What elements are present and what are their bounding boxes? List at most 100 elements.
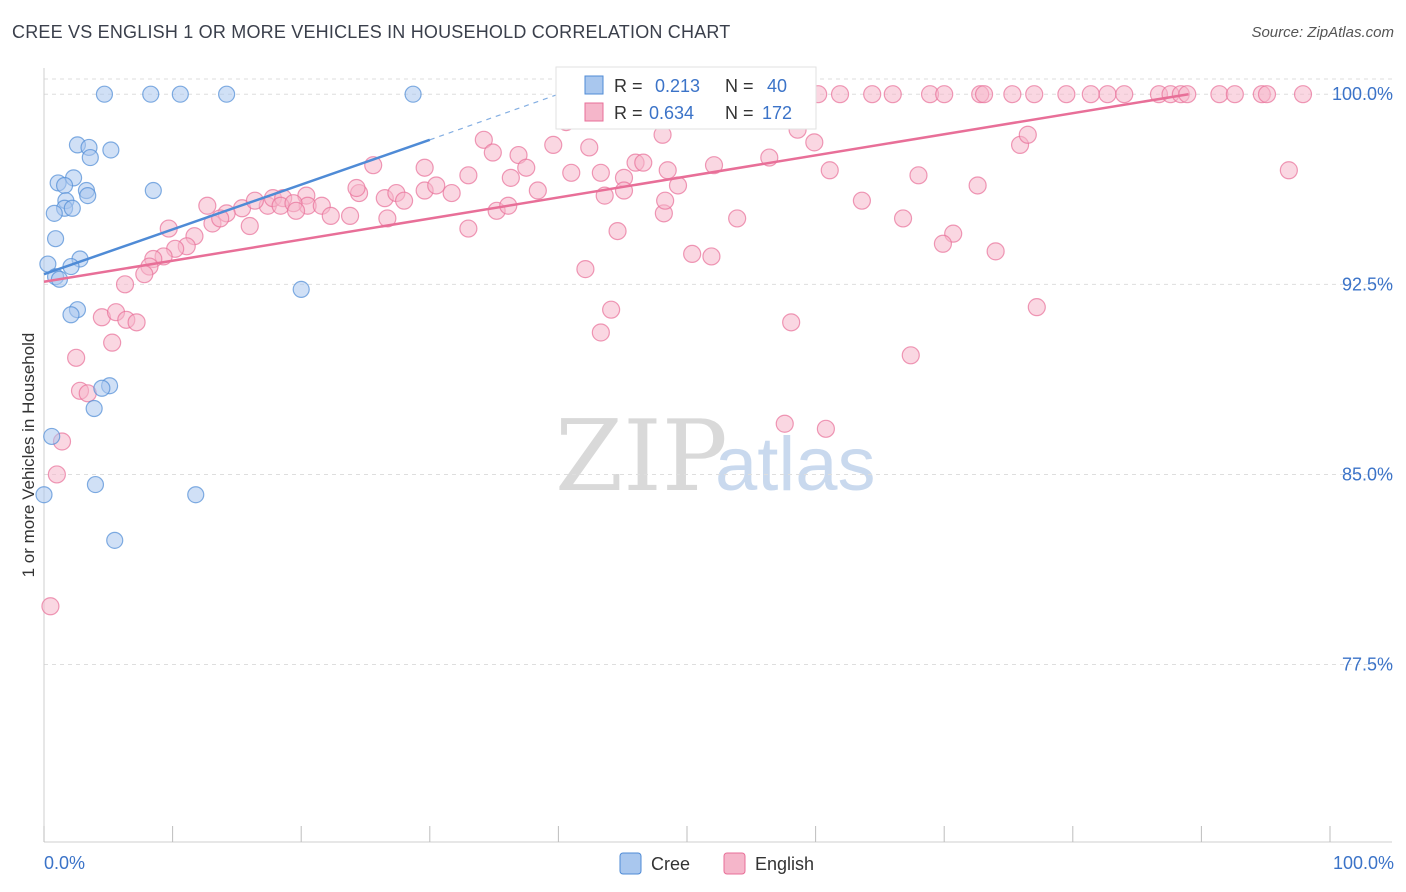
english-point (935, 85, 954, 104)
cree-point (171, 85, 189, 103)
cree-point (142, 85, 160, 103)
x-tick-label-min: 0.0% (44, 853, 85, 873)
y-tick-label: 85.0% (1342, 464, 1393, 484)
english-point (67, 348, 86, 367)
cree-point (55, 176, 74, 195)
axes (43, 68, 1392, 843)
cree-point (63, 199, 81, 217)
cree-points (35, 85, 422, 549)
english-point (442, 183, 461, 203)
english-point (863, 85, 882, 104)
english-point (830, 85, 850, 104)
english-point (1025, 85, 1044, 104)
english-point (321, 206, 340, 225)
english-point (198, 196, 217, 215)
english-point (340, 206, 360, 225)
english-point (1027, 298, 1046, 317)
english-point (782, 313, 801, 332)
english-point (933, 234, 953, 253)
english-point (1098, 85, 1117, 104)
cree-point (43, 427, 61, 446)
english-point (517, 158, 536, 177)
english-point (562, 163, 581, 182)
y-tick-labels: 77.5% 85.0% 92.5% 100.0% (1332, 84, 1393, 674)
legend-english-swatch (723, 852, 746, 875)
english-point (852, 191, 871, 210)
english-point (286, 201, 306, 220)
cree-point (79, 187, 97, 205)
english-point (580, 138, 599, 157)
cree-point (187, 486, 205, 504)
english-point (1210, 85, 1229, 104)
english-point (883, 85, 902, 104)
cree-point (62, 306, 80, 324)
series-legend: Cree English (619, 852, 814, 875)
english-point (41, 597, 60, 616)
english-point (501, 168, 520, 187)
cree-point (95, 85, 114, 103)
cree-r-label: R = (614, 76, 643, 96)
trend-lines (43, 92, 1189, 284)
english-point (1257, 85, 1277, 104)
cree-point (106, 531, 124, 549)
english-point (115, 275, 135, 294)
english-point (1081, 85, 1100, 104)
y-tick-label: 100.0% (1332, 84, 1393, 104)
cree-point (218, 85, 236, 103)
english-point (634, 153, 653, 172)
english-point (127, 313, 146, 332)
cree-n-value: 40 (767, 76, 787, 96)
english-point (1018, 125, 1037, 144)
english-point (427, 176, 446, 195)
cree-point (35, 486, 53, 504)
english-point (658, 161, 677, 180)
cree-point (45, 204, 63, 222)
cree-point (46, 230, 65, 248)
english-point (805, 133, 824, 152)
english-swatch (584, 102, 604, 122)
english-point (544, 135, 563, 155)
english-point (591, 163, 610, 182)
y-tick-label: 77.5% (1342, 655, 1393, 675)
english-point (986, 242, 1005, 261)
legend-cree-swatch (619, 852, 642, 875)
english-trend-line (43, 92, 1189, 284)
english-point (728, 209, 747, 228)
watermark-atlas: atlas (715, 422, 876, 507)
cree-point (93, 379, 111, 397)
english-point (608, 221, 627, 241)
english-point (47, 465, 66, 484)
chart-title: CREE VS ENGLISH 1 OR MORE VEHICLES IN HO… (12, 22, 731, 42)
english-point (103, 333, 122, 352)
legend-english-label: English (755, 854, 814, 874)
cree-point (292, 280, 310, 298)
cree-point (102, 141, 120, 159)
english-point (240, 216, 259, 236)
cree-point (144, 181, 162, 200)
cree-trend-extension (429, 93, 559, 141)
english-point (1293, 85, 1313, 104)
english-n-label: N = (725, 103, 754, 123)
english-n-value: 172 (762, 103, 792, 123)
english-point (1225, 85, 1244, 104)
english-point (909, 166, 928, 185)
stats-legend: R = 0.213 N = 40 R = 0.634 N = 172 (555, 66, 817, 130)
english-point (135, 265, 154, 284)
english-point (459, 166, 478, 185)
cree-point (86, 475, 105, 494)
english-point (474, 130, 493, 149)
english-point (1115, 85, 1134, 104)
english-point (656, 191, 675, 210)
english-point (820, 161, 839, 180)
english-point (1279, 161, 1298, 180)
x-tick-label-max: 100.0% (1333, 853, 1394, 873)
english-point (1057, 85, 1076, 104)
y-axis-label: 1 or more Vehicles in Household (19, 333, 38, 578)
english-point (591, 323, 610, 342)
english-point (683, 244, 702, 264)
english-point (893, 209, 913, 228)
english-point (1003, 85, 1022, 104)
cree-trend-line (43, 138, 431, 276)
source-credit: Source: ZipAtlas.com (1251, 24, 1394, 41)
